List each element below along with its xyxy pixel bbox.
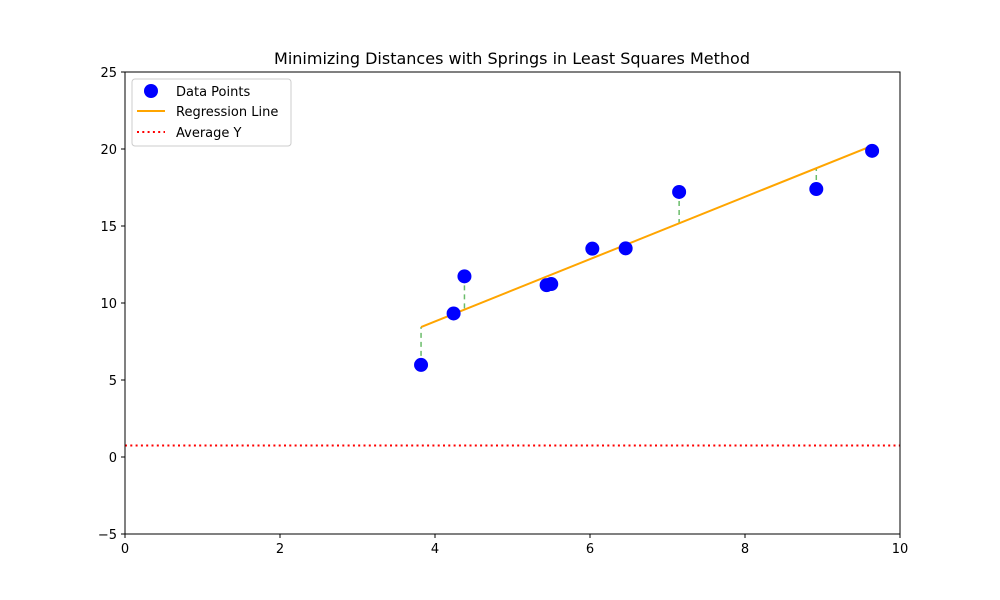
legend-label-average-y: Average Y [176, 126, 242, 141]
axes: 0 2 4 6 8 10 −5 0 5 10 15 20 25 [98, 66, 908, 557]
y-tick-label: −5 [98, 528, 117, 543]
x-tick-label: 2 [276, 542, 284, 557]
legend-label-regression-line: Regression Line [176, 105, 278, 120]
data-point [414, 357, 429, 372]
legend-label-data-points: Data Points [176, 85, 250, 100]
data-point [809, 182, 824, 197]
y-tick-label: 25 [100, 66, 117, 81]
y-tick-label: 20 [100, 143, 117, 158]
y-tick-label: 5 [109, 374, 117, 389]
data-point [618, 241, 633, 256]
y-tick-label: 10 [100, 297, 117, 312]
x-tick-label: 10 [892, 542, 909, 557]
data-point [672, 184, 687, 199]
x-tick-label: 6 [586, 542, 594, 557]
data-point [865, 143, 880, 158]
y-tick-label: 0 [109, 451, 117, 466]
data-point [446, 306, 461, 321]
data-point [457, 269, 472, 284]
x-tick-label: 0 [121, 542, 129, 557]
x-tick-label: 4 [431, 542, 439, 557]
data-point [544, 277, 559, 292]
regression-line [420, 144, 873, 328]
plot-area [125, 143, 900, 447]
x-tick-label: 8 [741, 542, 749, 557]
data-point [585, 241, 600, 256]
legend: Data Points Regression Line Average Y [131, 78, 292, 147]
chart-title: Minimizing Distances with Springs in Lea… [274, 49, 750, 68]
legend-box [131, 78, 292, 147]
y-tick-label: 15 [100, 220, 117, 235]
legend-marker-data-points [144, 84, 158, 98]
